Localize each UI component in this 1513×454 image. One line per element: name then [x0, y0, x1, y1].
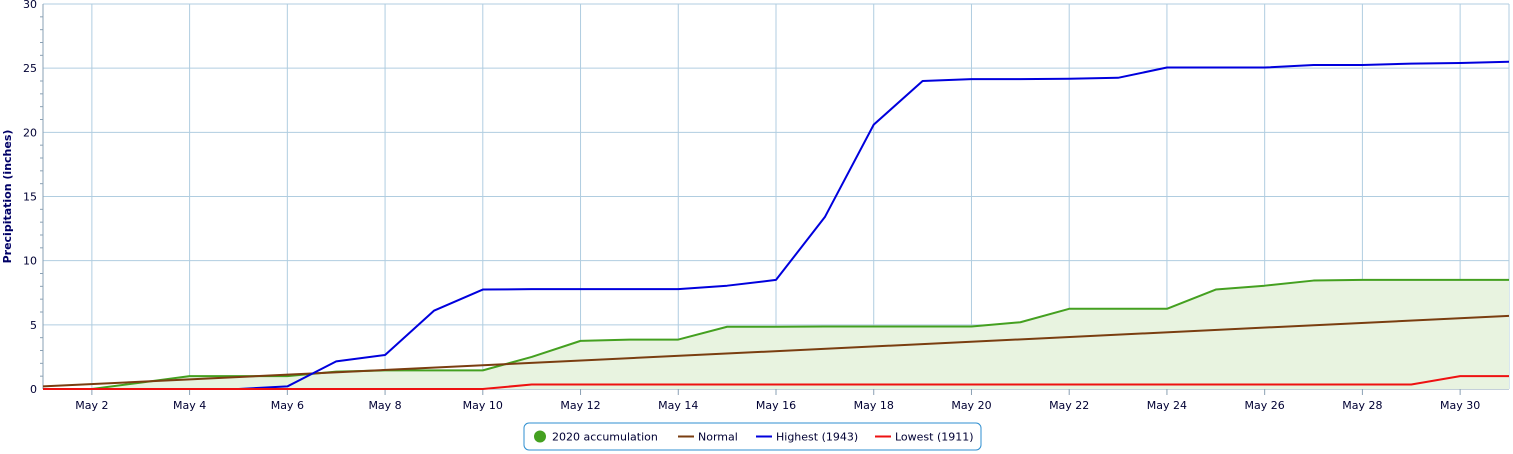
legend-label: 2020 accumulation: [552, 431, 658, 444]
series-area-0: [43, 279, 1509, 389]
x-tick-label: May 18: [854, 399, 894, 412]
x-tick-label: May 24: [1147, 399, 1187, 412]
legend-label: Normal: [698, 431, 738, 444]
series-line-0: [43, 278, 1509, 390]
series-line-3: [43, 375, 1509, 390]
x-tick-label: May 30: [1440, 399, 1480, 412]
y-tick-label: 15: [23, 191, 37, 204]
series-line-1: [42, 314, 1510, 388]
x-tick-label: May 8: [368, 399, 401, 412]
y-tick-label: 10: [23, 255, 37, 268]
x-tick-label: May 2: [75, 399, 108, 412]
x-tick-label: May 20: [951, 399, 991, 412]
y-tick-label: 25: [23, 62, 37, 75]
x-tick-label: May 10: [463, 399, 503, 412]
y-axis-title: Precipitation (inches): [1, 130, 14, 264]
x-tick-label: May 28: [1342, 399, 1382, 412]
legend-marker-circle: [534, 430, 546, 443]
y-tick-label: 0: [30, 383, 37, 396]
y-tick-label: 5: [30, 319, 37, 332]
x-tick-label: May 22: [1049, 399, 1089, 412]
legend-label: Highest (1943): [776, 431, 858, 444]
x-tick-label: May 16: [756, 399, 796, 412]
x-tick-label: May 26: [1245, 399, 1285, 412]
x-tick-label: May 4: [173, 399, 206, 412]
x-tick-label: May 12: [560, 399, 600, 412]
legend-box: [523, 422, 982, 451]
x-tick-label: May 6: [271, 399, 304, 412]
y-tick-label: 20: [23, 126, 37, 139]
legend-label: Lowest (1911): [895, 431, 974, 444]
x-tick-label: May 14: [658, 399, 698, 412]
series-line-2: [43, 60, 1510, 390]
y-tick-label: 30: [23, 0, 37, 11]
